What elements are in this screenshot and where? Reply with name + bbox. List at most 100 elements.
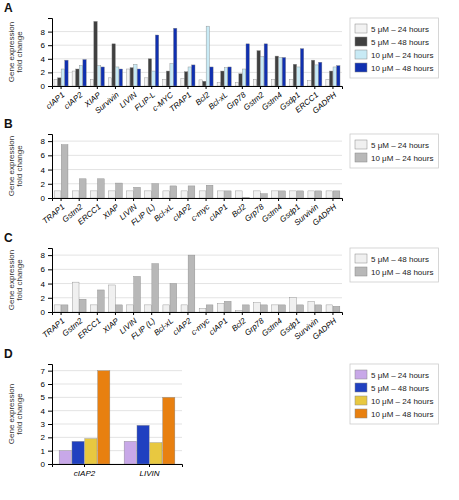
y-tick: 6 [41,380,52,389]
bar [271,79,274,86]
bar [72,71,75,86]
bar [272,305,279,312]
x-tick-mark [187,312,188,315]
x-tick: Bcl-xL [152,198,175,224]
bar [145,191,152,198]
x-tick-label: LIVIN [139,469,159,478]
bar [145,78,148,86]
bar [134,187,141,198]
bar [97,66,100,86]
bar [97,290,104,312]
legend-swatch [355,383,367,392]
x-tick-mark [278,198,279,201]
x-tick-mark [133,86,134,89]
x-tick: c-myc [189,198,211,223]
y-tick: 2 [41,433,52,442]
x-tick: TRAP1 [41,198,67,226]
y-axis-title-line: fold change [15,31,24,73]
y-tick-label: 6 [41,41,46,50]
bar [152,184,159,198]
x-tick-mark [187,198,188,201]
legend-swatch [355,267,367,276]
legend-swatch [355,396,367,405]
y-tick-label: 0 [41,82,46,91]
x-tick: Bcl-xL [207,86,230,112]
legend-swatch [355,63,367,72]
bar [261,305,268,312]
y-tick-label: 4 [41,407,46,416]
y-tick-label: 8 [41,137,46,146]
x-tick-mark [314,312,315,315]
legend-swatch [355,24,367,33]
y-tick-label: 6 [41,265,46,274]
bar [224,68,227,86]
x-tick-mark [169,312,170,315]
bar [134,64,137,86]
bar [130,68,133,86]
bar [181,191,188,198]
bar [315,305,322,312]
bar [264,44,267,86]
bar [279,191,286,198]
bar [217,83,220,86]
bar [203,81,206,86]
bar [326,305,333,312]
x-tick-mark [296,86,297,89]
x-tick-mark [133,198,134,201]
bar [109,285,116,312]
x-tick-mark [115,198,116,201]
y-tick-mark [48,141,52,142]
bar [235,191,242,198]
y-tick-mark [48,155,52,156]
grid [52,255,342,312]
bar [337,66,340,86]
bar [257,51,260,86]
bar [90,305,97,312]
bar [235,83,238,86]
y-tick-mark [48,86,52,87]
x-tick-label: cIAP1 [44,90,66,111]
y-tick-label: 8 [41,28,46,37]
panel: 02468TRAP1Gstm2ERCC1XIAPLIVINFLIP (L)Bcl… [4,231,343,342]
y-tick-label: 2 [41,433,46,442]
y-tick-label: 4 [41,280,46,289]
bar [188,186,195,198]
legend-label: 5 μM – 48 hours [371,384,429,393]
x-tick-mark [151,86,152,89]
bar [116,305,123,312]
y-tick: 6 [41,265,52,274]
bar [253,79,256,86]
bar [261,194,268,198]
grid [52,371,182,464]
x-tick-mark [187,86,188,89]
bar [293,64,296,86]
y-tick: 2 [41,68,52,77]
y-tick-mark [48,255,52,256]
x-tick-mark [260,86,261,89]
y-tick-label: 6 [41,380,46,389]
legend: 5 μM – 24 hours5 μM – 48 hours10 μM – 24… [350,364,438,424]
x-tick-mark [224,198,225,201]
y-tick: 2 [41,294,52,303]
y-tick: 5 [41,393,52,402]
x-tick-mark [314,86,315,89]
bar [333,67,336,86]
bar [119,69,122,86]
bar [326,79,329,86]
bar [326,191,333,198]
x-tick-label: TRAP1 [168,90,194,113]
x-tick-mark [332,198,333,201]
x-tick-mark [242,198,243,201]
x-tick-mark [224,86,225,89]
x-tick: XIAP [100,312,121,336]
x-tick-mark [260,198,261,201]
x-axis-line [53,87,343,90]
x-tick: TRAP1 [168,86,194,114]
bar [98,371,110,464]
y-tick: 3 [41,420,52,429]
bar [199,80,202,86]
y-axis: 01234567 [41,365,53,470]
y-tick: 1 [41,447,52,456]
x-tick-label: cIAP2 [74,469,96,478]
grid-line [52,183,342,184]
